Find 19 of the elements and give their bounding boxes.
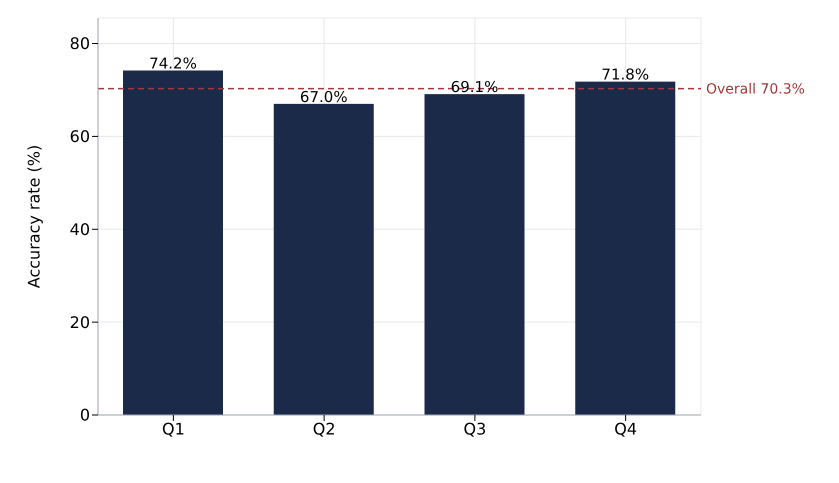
y-tick-label: 60: [70, 127, 90, 146]
x-tick-label: Q4: [614, 419, 638, 438]
y-tick-label: 80: [70, 34, 90, 54]
x-tick-label: Q1: [162, 419, 185, 438]
data-label: 67.0%: [300, 88, 348, 106]
y-tick-label: 0: [80, 406, 90, 425]
bar: [424, 94, 524, 415]
y-axis-title: Accuracy rate (%): [24, 144, 44, 288]
x-tick-label: Q2: [312, 419, 336, 438]
y-tick-label: 20: [70, 312, 90, 332]
data-label: 71.8%: [601, 66, 650, 84]
bar: [274, 104, 374, 415]
y-tick-label: 40: [70, 220, 90, 239]
bar: [123, 70, 223, 415]
bar: [575, 82, 676, 415]
x-tick-label: Q3: [463, 419, 486, 438]
data-label: 69.1%: [450, 78, 498, 96]
data-label: 74.2%: [149, 54, 197, 72]
ref-line-label: Overall 70.3%: [706, 82, 805, 98]
